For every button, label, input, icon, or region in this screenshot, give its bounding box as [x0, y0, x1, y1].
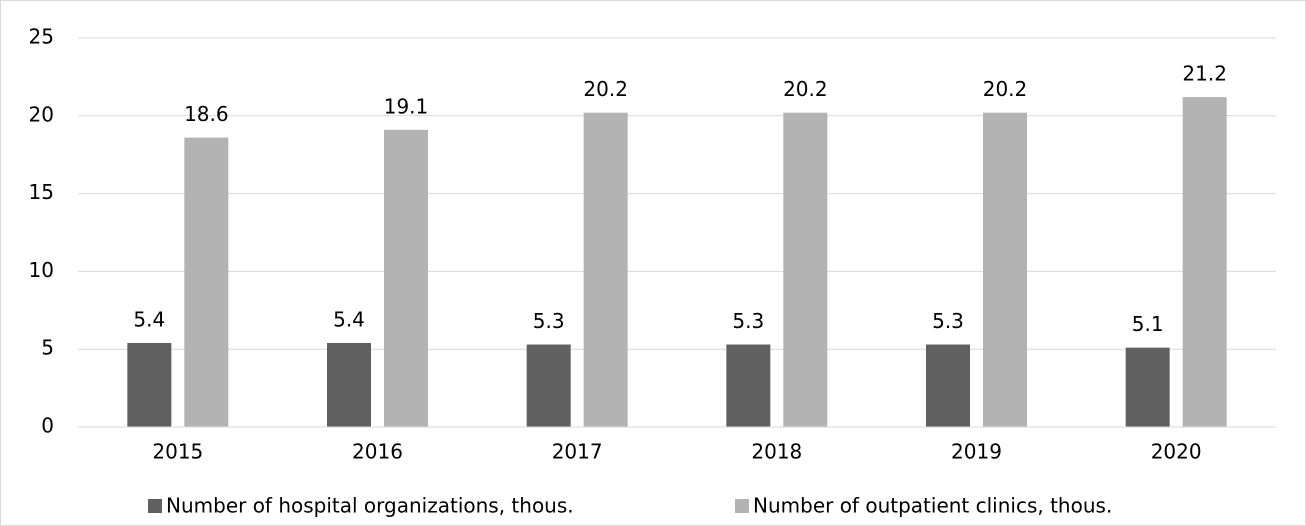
bar: [384, 129, 428, 427]
bar: [1182, 97, 1227, 428]
bar: [583, 112, 628, 428]
bar: [184, 137, 229, 428]
x-tick-label: 2018: [751, 440, 802, 464]
data-label: 19.1: [384, 94, 429, 118]
bar: [127, 342, 172, 427]
data-label: 5.3: [533, 309, 565, 333]
bar: [726, 344, 771, 427]
y-tick-label: 15: [29, 180, 54, 204]
x-tick-label: 2017: [552, 440, 603, 464]
data-label: 20.2: [983, 77, 1028, 101]
data-label: 18.6: [184, 102, 229, 126]
bar: [327, 342, 371, 427]
x-tick-label: 2016: [352, 440, 403, 464]
data-label: 5.4: [133, 307, 165, 331]
data-label: 21.2: [1182, 62, 1227, 86]
bar: [926, 344, 970, 427]
bar: [1125, 347, 1170, 427]
data-label: 5.3: [732, 309, 764, 333]
bar: [783, 112, 828, 428]
data-label: 5.1: [1132, 312, 1164, 336]
y-tick-label: 0: [41, 414, 54, 438]
data-label: 5.3: [932, 309, 964, 333]
x-tick-label: 2020: [1151, 440, 1202, 464]
legend-swatch: [148, 499, 162, 513]
y-tick-label: 20: [29, 102, 54, 126]
bar: [983, 112, 1027, 428]
bar: [526, 344, 571, 427]
y-tick-label: 10: [29, 258, 54, 282]
data-label: 20.2: [783, 77, 828, 101]
x-tick-label: 2019: [951, 440, 1002, 464]
data-label: 5.4: [333, 307, 365, 331]
legend-label: Number of outpatient clinics, thous.: [753, 494, 1112, 518]
y-tick-label: 5: [41, 336, 54, 360]
x-tick-label: 2015: [152, 440, 203, 464]
legend-label: Number of hospital organizations, thous.: [166, 494, 574, 518]
legend-swatch: [735, 499, 749, 513]
data-label: 20.2: [583, 77, 628, 101]
y-tick-label: 25: [29, 25, 54, 49]
